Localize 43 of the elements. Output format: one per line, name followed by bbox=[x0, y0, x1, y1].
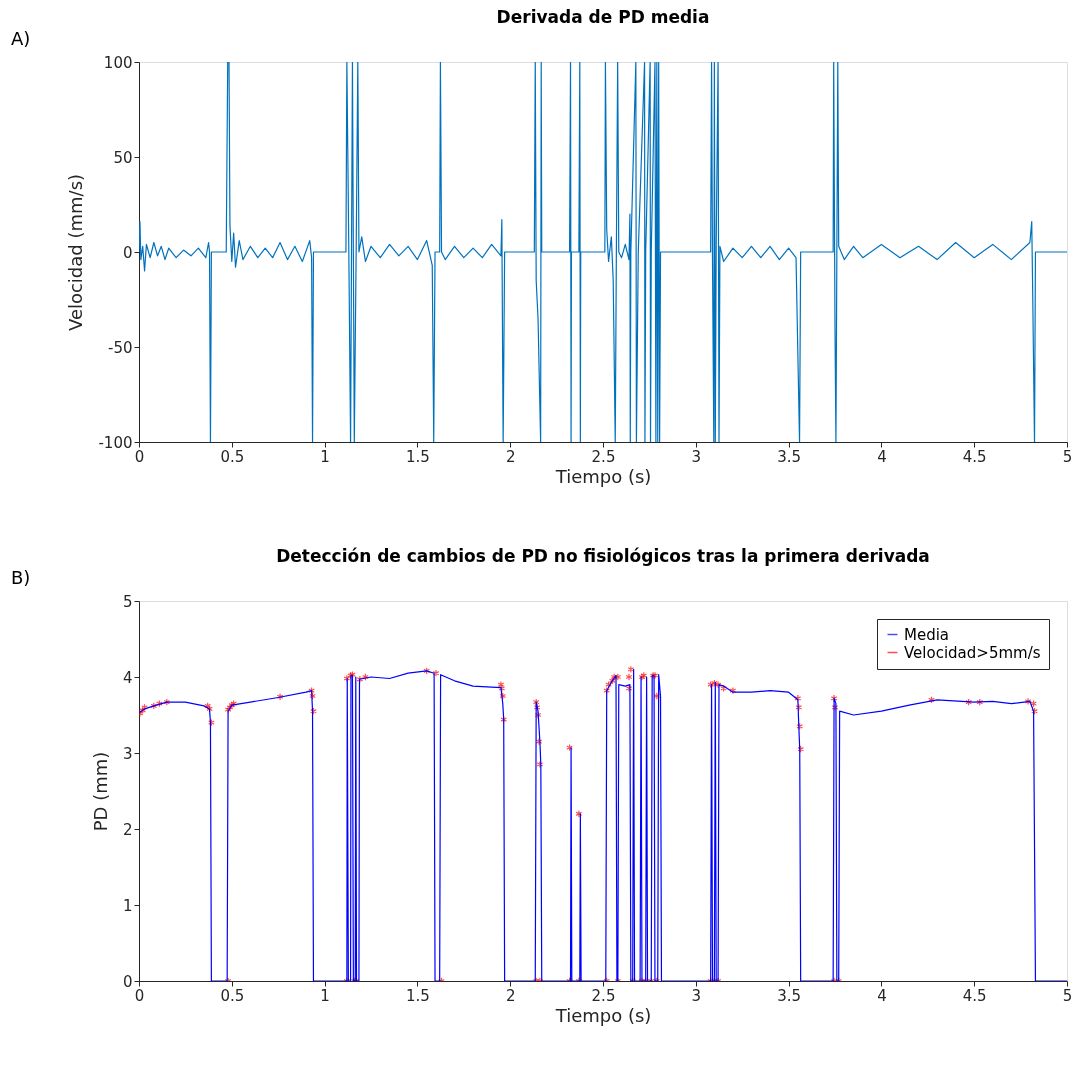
x-tick-label: 3 bbox=[691, 447, 702, 466]
x-tick-label: 5 bbox=[1062, 986, 1073, 1005]
y-tick-label: 1 bbox=[122, 896, 133, 915]
y-tick-label: 50 bbox=[113, 148, 133, 167]
x-tick-label: 2.5 bbox=[591, 447, 616, 466]
y-tick-label: -50 bbox=[108, 338, 133, 357]
y-tick-label: 4 bbox=[122, 668, 133, 687]
y-tick-label: 100 bbox=[103, 53, 133, 72]
y-axis-title: Velocidad (mm/s) bbox=[65, 173, 87, 332]
text: B) bbox=[11, 567, 31, 588]
x-tick-label: 1.5 bbox=[405, 447, 430, 466]
x-tick-label: 1 bbox=[320, 986, 330, 1005]
text: A) bbox=[11, 28, 31, 49]
x-tick-label: 0 bbox=[134, 447, 145, 466]
x-tick-label: 0.5 bbox=[220, 986, 245, 1005]
x-tick-label: 3 bbox=[691, 986, 702, 1005]
x-tick-label: 0.5 bbox=[220, 447, 245, 466]
x-tick-label: 4 bbox=[877, 447, 887, 466]
chart-title: Detección de cambios de PD no fisiológicos tras la primera derivada bbox=[276, 546, 930, 566]
y-tick-label: 5 bbox=[122, 592, 133, 611]
x-tick-label: 3.5 bbox=[777, 986, 802, 1005]
y-tick-label: 0 bbox=[122, 243, 133, 262]
y-tick-label: -100 bbox=[98, 433, 133, 452]
legend-label: Media bbox=[904, 625, 950, 644]
y-axis-title: PD (mm) bbox=[89, 751, 111, 832]
x-tick-label: 4.5 bbox=[962, 986, 987, 1005]
y-tick-label: 0 bbox=[122, 972, 133, 991]
y-tick-label: 3 bbox=[122, 744, 133, 763]
x-tick-label: 2.5 bbox=[591, 986, 616, 1005]
x-tick-label: 2 bbox=[505, 986, 516, 1005]
x-tick-label: 1.5 bbox=[405, 986, 430, 1005]
x-tick-label: 3.5 bbox=[777, 447, 802, 466]
x-axis-title: Tiempo (s) bbox=[554, 1004, 652, 1026]
y-tick-label: 2 bbox=[122, 820, 133, 839]
x-tick-label: 4 bbox=[877, 986, 887, 1005]
x-tick-label: 0 bbox=[134, 986, 145, 1005]
chart-title: Derivada de PD media bbox=[496, 7, 710, 27]
x-tick-label: 4.5 bbox=[962, 447, 987, 466]
x-axis-title: Tiempo (s) bbox=[554, 465, 652, 487]
x-tick-label: 5 bbox=[1062, 447, 1073, 466]
legend-label: Velocidad>5mm/s bbox=[904, 643, 1041, 662]
x-tick-label: 2 bbox=[505, 447, 516, 466]
x-tick-label: 1 bbox=[320, 447, 330, 466]
